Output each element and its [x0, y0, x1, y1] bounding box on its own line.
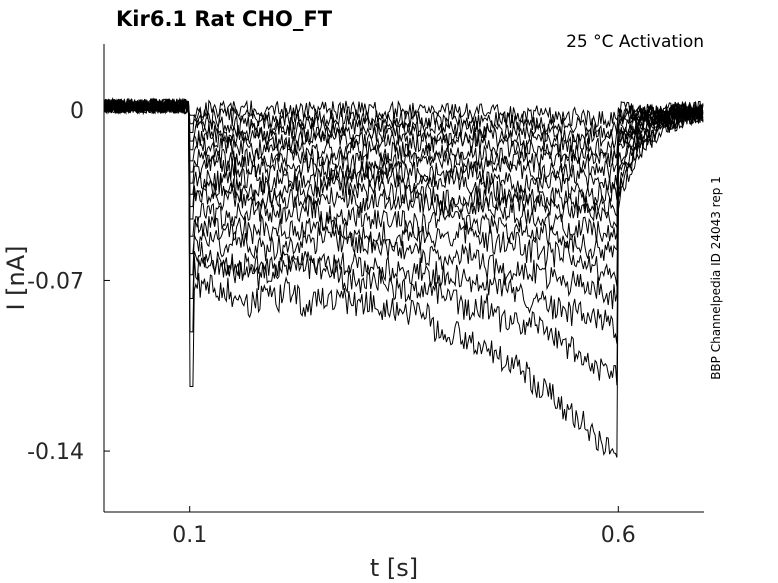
- current-trace: [103, 98, 703, 386]
- chart-title: Kir6.1 Rat CHO_FT: [116, 7, 333, 31]
- y-ticks: 0 -0.07 -0.14: [27, 99, 110, 465]
- current-trace: [103, 98, 704, 287]
- y-tick-label: -0.07: [27, 269, 84, 294]
- y-axis-label: I [nA]: [2, 245, 30, 310]
- current-trace: [103, 97, 704, 181]
- temperature-annotation: 25 °C Activation: [566, 32, 704, 52]
- channelpedia-id-label: BBP Channelpedia ID 24043 rep 1: [709, 176, 723, 380]
- x-ticks: 0.1 0.6: [172, 506, 636, 548]
- x-tick-label: 0.1: [172, 523, 207, 548]
- current-trace: [103, 97, 704, 261]
- y-tick-label: 0: [70, 99, 84, 124]
- current-trace: [103, 97, 704, 218]
- x-axis-label: t [s]: [370, 554, 418, 582]
- current-traces: [103, 97, 704, 458]
- current-trace: [103, 98, 704, 310]
- y-tick-label: -0.14: [27, 440, 84, 465]
- current-trace: [103, 97, 704, 458]
- current-trace: [103, 98, 704, 243]
- x-tick-label: 0.6: [601, 523, 636, 548]
- current-trace: [103, 98, 704, 194]
- current-trace: [103, 97, 704, 168]
